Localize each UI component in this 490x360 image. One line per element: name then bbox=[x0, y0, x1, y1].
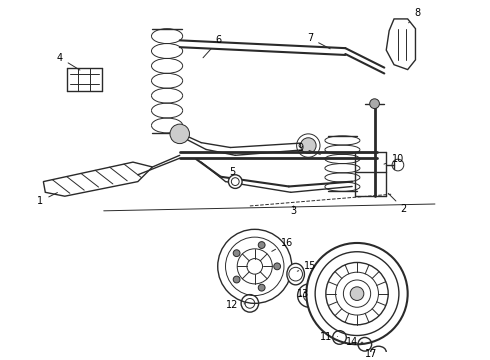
Ellipse shape bbox=[287, 264, 304, 285]
Text: 9: 9 bbox=[297, 143, 320, 154]
Circle shape bbox=[233, 250, 240, 257]
Text: 7: 7 bbox=[307, 33, 330, 49]
Circle shape bbox=[274, 263, 281, 270]
Text: 10: 10 bbox=[384, 154, 404, 164]
Text: 12: 12 bbox=[226, 300, 245, 310]
Circle shape bbox=[369, 99, 379, 109]
Text: 16: 16 bbox=[272, 238, 293, 251]
Text: 6: 6 bbox=[203, 35, 222, 58]
Text: 8: 8 bbox=[409, 8, 420, 23]
Circle shape bbox=[228, 175, 242, 188]
Text: 2: 2 bbox=[388, 193, 407, 214]
Circle shape bbox=[170, 124, 190, 144]
Text: 1: 1 bbox=[37, 193, 57, 206]
Circle shape bbox=[218, 229, 292, 303]
Circle shape bbox=[258, 242, 265, 248]
Text: 14: 14 bbox=[346, 337, 363, 347]
Ellipse shape bbox=[370, 346, 386, 358]
Text: 17: 17 bbox=[366, 349, 378, 359]
Circle shape bbox=[233, 276, 240, 283]
Polygon shape bbox=[43, 162, 152, 196]
Text: 5: 5 bbox=[229, 167, 236, 177]
Text: 15: 15 bbox=[297, 261, 317, 271]
Circle shape bbox=[300, 138, 316, 153]
Text: 13: 13 bbox=[297, 289, 310, 299]
Text: 11: 11 bbox=[320, 332, 338, 342]
Polygon shape bbox=[386, 19, 416, 69]
Circle shape bbox=[258, 284, 265, 291]
Circle shape bbox=[306, 243, 408, 344]
Text: 3: 3 bbox=[291, 206, 297, 216]
Circle shape bbox=[350, 287, 364, 301]
Text: 4: 4 bbox=[57, 53, 80, 70]
